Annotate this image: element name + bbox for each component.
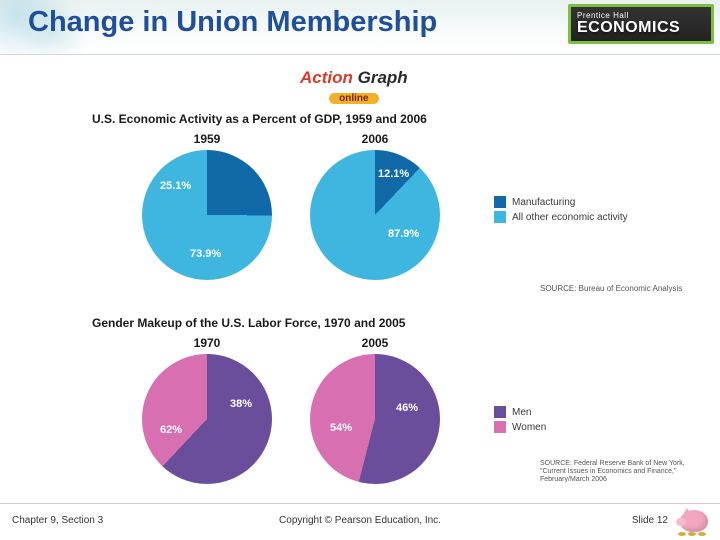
pie-1970-disc [142,354,272,484]
pie-2006-disc [310,150,440,280]
legend-section1: Manufacturing All other economic activit… [494,196,628,226]
pie-2005-disc [310,354,440,484]
swatch-men [494,406,506,418]
piggy-bank-icon [674,498,714,538]
year-2005: 2005 [305,336,445,350]
page-title: Change in Union Membership [28,6,437,39]
legend-label: Men [512,407,531,418]
legend-section2: Men Women [494,406,546,436]
swatch-other [494,211,506,223]
pie-2006-label-a: 12.1% [378,168,409,180]
footer-copyright: Copyright © Pearson Education, Inc. [0,515,720,526]
pie-2006-label-b: 87.9% [388,228,419,240]
pie-2006: 12.1% 87.9% [310,150,440,280]
pie-1959: 25.1% 73.9% [142,150,272,280]
action-graph-badge: Action Graph online [300,68,408,106]
pie-2005-label-b: 46% [396,402,418,414]
action-graph-title: Action Graph [300,68,408,88]
source-section1: SOURCE: Bureau of Economic Analysis [540,284,682,293]
legend-row: Men [494,406,546,418]
pie-1970-label-b: 38% [230,398,252,410]
brand-name: ECONOMICS [577,20,711,36]
ag-word1: Action [300,68,353,87]
pie-1970-label-a: 62% [160,424,182,436]
swatch-manufacturing [494,196,506,208]
swatch-women [494,421,506,433]
publisher-logo: Prentice Hall ECONOMICS [568,4,714,44]
legend-row: Manufacturing [494,196,628,208]
slide: Change in Union Membership Prentice Hall… [0,0,720,540]
legend-row: Women [494,421,546,433]
year-1970: 1970 [137,336,277,350]
legend-row: All other economic activity [494,211,628,223]
legend-label: Women [512,422,546,433]
section2-title: Gender Makeup of the U.S. Labor Force, 1… [92,316,405,330]
footer-slide-number: Slide 12 [632,515,668,526]
pie-1959-disc [142,150,272,280]
header-separator [0,54,720,55]
pie-1959-label-b: 73.9% [190,248,221,260]
source-section2: SOURCE: Federal Reserve Bank of New York… [540,460,700,484]
ag-word2: Graph [358,68,408,87]
footer-separator [0,503,720,504]
pie-1959-label-a: 25.1% [160,180,191,192]
section1-title: U.S. Economic Activity as a Percent of G… [92,112,427,126]
pie-2005-label-a: 54% [330,422,352,434]
pie-1970: 62% 38% [142,354,272,484]
year-1959: 1959 [137,132,277,146]
pie-2005: 54% 46% [310,354,440,484]
online-pill: online [329,93,378,104]
year-2006: 2006 [305,132,445,146]
legend-label: Manufacturing [512,197,575,208]
legend-label: All other economic activity [512,212,628,223]
